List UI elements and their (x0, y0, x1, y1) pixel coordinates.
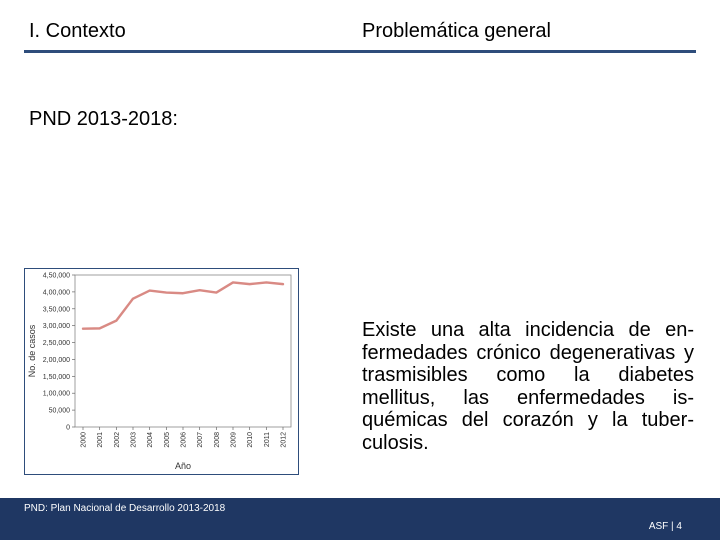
data-point (148, 289, 151, 292)
x-tick-label: 2010 (247, 432, 254, 448)
series-line (81, 281, 285, 330)
data-point (132, 297, 134, 300)
x-tick-label: 2008 (214, 432, 221, 448)
y-tick-label: 4,50,000 (43, 273, 70, 280)
x-tick-label: 2007 (197, 432, 204, 448)
x-tick-label: 2002 (114, 432, 121, 448)
y-tick-label: 1,50,000 (43, 374, 70, 381)
x-tick-label: 2012 (281, 432, 288, 448)
data-point (215, 291, 218, 294)
x-tick-label: 2005 (164, 432, 171, 448)
x-tick-label: 2011 (264, 432, 271, 447)
x-tick-label: 2009 (231, 432, 238, 448)
x-tick-label: 2003 (131, 432, 138, 448)
header-divider (24, 50, 696, 53)
y-tick-label: 2,00,000 (43, 357, 70, 364)
page-number: ASF | 4 (648, 521, 682, 532)
data-point (165, 291, 168, 294)
x-tick-label: 2004 (147, 432, 154, 448)
data-point (98, 327, 101, 330)
x-tick-label: 2000 (81, 432, 88, 448)
y-tick-label: 3,00,000 (43, 323, 70, 330)
description-text: Existe una alta incidencia de en­fermeda… (362, 319, 694, 454)
chart-frame: 0 50,000 1,00,000 1,50,000 2,00,000 2,50,000 3… (24, 268, 299, 475)
data-point (182, 292, 184, 295)
x-axis-label: Año (175, 461, 191, 471)
data-point (115, 319, 118, 322)
data-point (282, 283, 284, 286)
topic-title: Problemática general (362, 20, 551, 42)
data-point (248, 283, 251, 286)
y-tick-label: 2,50,000 (43, 340, 70, 347)
y-axis-label: No. de casos (27, 324, 37, 377)
x-tick-label: 2006 (181, 432, 188, 448)
y-tick-label: 50,000 (49, 408, 71, 415)
cases-line-chart: 0 50,000 1,00,000 1,50,000 2,00,000 2,50,000 3… (27, 273, 292, 471)
y-tick-label: 1,00,000 (43, 391, 70, 398)
footer-band (0, 498, 720, 540)
data-point (265, 281, 268, 284)
data-point (198, 289, 201, 292)
y-tick-label: 4,00,000 (43, 289, 70, 296)
data-point (82, 327, 84, 330)
slide-subtitle: PND 2013-2018: (29, 108, 178, 130)
y-tick-label: 3,50,000 (43, 306, 70, 313)
x-tick-label: 2001 (97, 432, 104, 448)
section-title: I. Contexto (29, 20, 126, 42)
y-tick-label: 0 (66, 425, 70, 432)
footer-note: PND: Plan Nacional de Desarrollo 2013-20… (24, 503, 226, 514)
plot-area (74, 274, 292, 428)
data-point (232, 281, 234, 284)
